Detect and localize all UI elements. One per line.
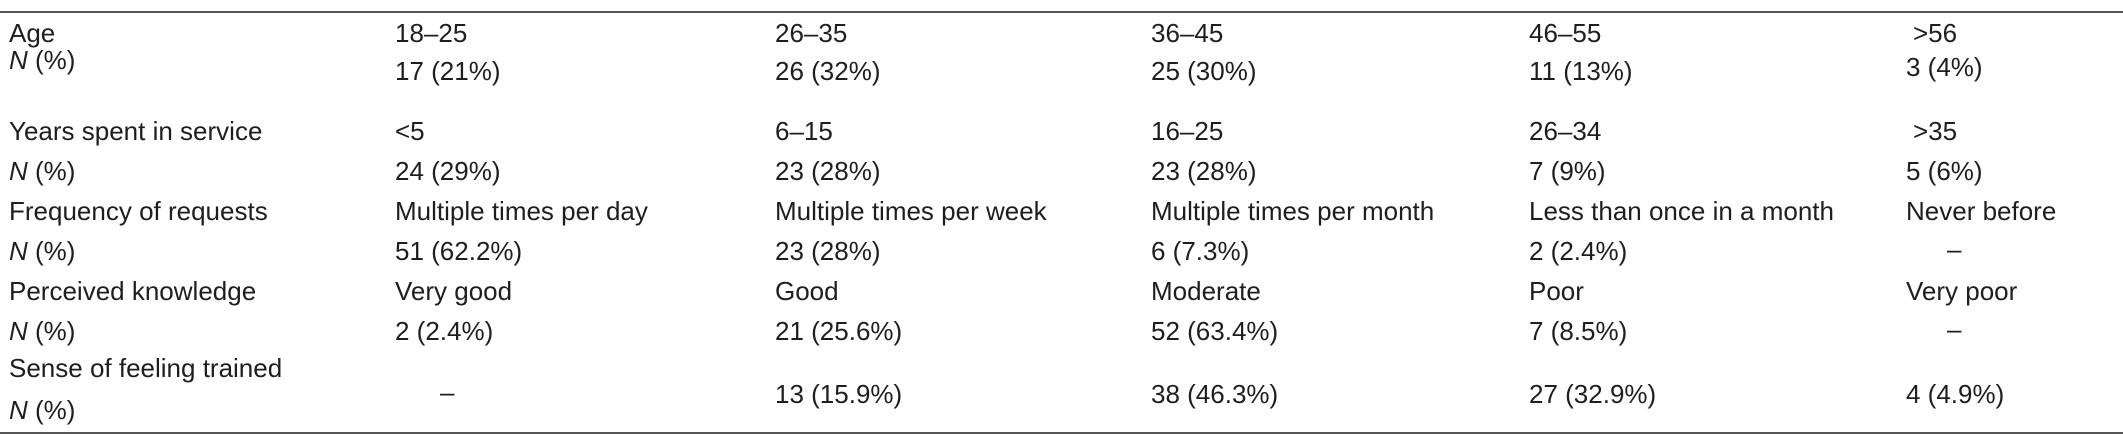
value-cell: 23 (28%) xyxy=(1151,156,1257,186)
category-cell: Very poor xyxy=(1906,276,2018,306)
row-sublabel-sense-of-feeling-trained: N (%) xyxy=(9,394,75,426)
category-cell: 16–25 xyxy=(1151,116,1224,146)
value-cell: 13 (15.9%) xyxy=(775,379,903,409)
category-cell: Less than once in a month xyxy=(1529,196,1834,226)
pct-symbol: (%) xyxy=(27,156,76,186)
value-cell: 4 (4.9%) xyxy=(1906,379,2005,409)
value-cell: – xyxy=(440,377,455,407)
category-cell: Good xyxy=(775,276,839,306)
pct-symbol: (%) xyxy=(27,45,76,75)
value-cell: 26 (32%) xyxy=(775,56,881,86)
category-cell: 18–25 xyxy=(395,18,468,48)
category-cell: Moderate xyxy=(1151,276,1261,306)
value-cell: – xyxy=(1947,234,1962,264)
category-cell: Never before xyxy=(1906,196,2057,226)
row-label-perceived-knowledge: Perceived knowledge xyxy=(9,276,257,306)
category-cell: 46–55 xyxy=(1529,18,1602,48)
category-cell: 6–15 xyxy=(775,116,833,146)
pct-symbol: (%) xyxy=(27,236,76,266)
category-cell: >56 xyxy=(1913,18,1958,48)
value-cell: 7 (8.5%) xyxy=(1529,316,1628,346)
value-cell: 7 (9%) xyxy=(1529,156,1606,186)
row-label-sense-of-feeling-trained: Sense of feeling trained xyxy=(9,353,283,383)
value-cell: 38 (46.3%) xyxy=(1151,379,1279,409)
category-cell: Multiple times per week xyxy=(775,196,1047,226)
row-label-age: Age xyxy=(9,18,56,48)
pct-symbol: (%) xyxy=(27,316,76,346)
category-cell: Very good xyxy=(395,276,513,306)
row-label-frequency-of-requests: Frequency of requests xyxy=(9,196,268,226)
pct-symbol: (%) xyxy=(27,395,76,425)
value-cell: 2 (2.4%) xyxy=(1529,236,1628,266)
value-cell: 24 (29%) xyxy=(395,156,501,186)
category-cell: <5 xyxy=(395,116,425,146)
value-cell: 23 (28%) xyxy=(775,236,881,266)
row-sublabel-years-in-service: N (%) xyxy=(9,155,75,187)
value-cell: 52 (63.4%) xyxy=(1151,316,1279,346)
value-cell: 51 (62.2%) xyxy=(395,236,523,266)
value-cell: – xyxy=(1947,314,1962,344)
value-cell: 21 (25.6%) xyxy=(775,316,903,346)
category-cell: 36–45 xyxy=(1151,18,1224,48)
category-cell: 26–35 xyxy=(775,18,848,48)
row-sublabel-age: N (%) xyxy=(9,44,75,76)
value-cell: 25 (30%) xyxy=(1151,56,1257,86)
row-label-years-in-service: Years spent in service xyxy=(9,116,263,146)
value-cell: 27 (32.9%) xyxy=(1529,379,1657,409)
value-cell: 11 (13%) xyxy=(1529,56,1633,86)
table-top-rule xyxy=(0,11,2123,13)
category-cell: >35 xyxy=(1913,116,1958,146)
value-cell: 2 (2.4%) xyxy=(395,316,494,346)
row-sublabel-perceived-knowledge: N (%) xyxy=(9,315,75,347)
n-symbol: N xyxy=(9,236,28,266)
value-cell: 5 (6%) xyxy=(1906,156,1983,186)
value-cell: 6 (7.3%) xyxy=(1151,236,1250,266)
n-symbol: N xyxy=(9,316,28,346)
category-cell: Multiple times per day xyxy=(395,196,648,226)
category-cell: Multiple times per month xyxy=(1151,196,1435,226)
value-cell: 23 (28%) xyxy=(775,156,881,186)
table-bottom-rule xyxy=(0,432,2123,434)
category-cell: 26–34 xyxy=(1529,116,1602,146)
n-symbol: N xyxy=(9,45,28,75)
n-symbol: N xyxy=(9,156,28,186)
value-cell: 17 (21%) xyxy=(395,56,501,86)
category-cell: Poor xyxy=(1529,276,1584,306)
value-cell: 3 (4%) xyxy=(1906,52,1983,82)
n-symbol: N xyxy=(9,395,28,425)
row-sublabel-frequency-of-requests: N (%) xyxy=(9,235,75,267)
